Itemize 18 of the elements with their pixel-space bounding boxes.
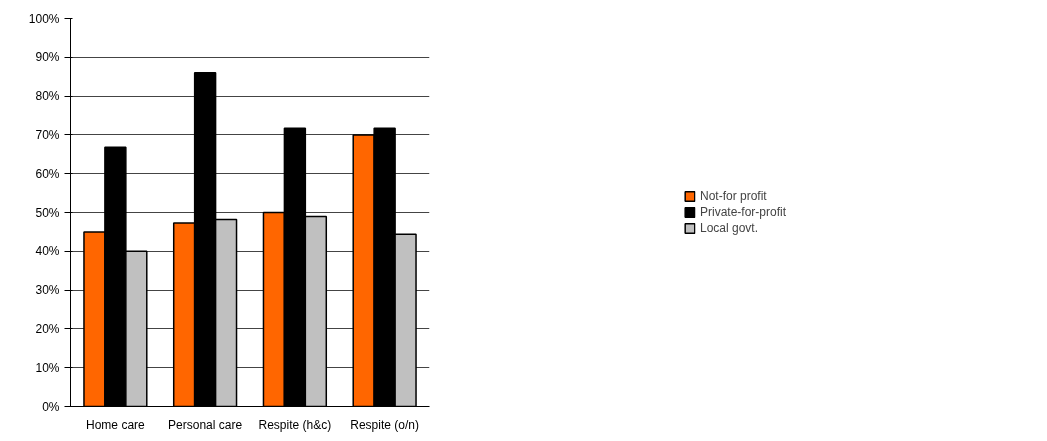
legend-label: Local govt. bbox=[699, 221, 759, 235]
y-tick-label: 30% bbox=[35, 283, 60, 298]
y-tick-label: 70% bbox=[35, 127, 60, 142]
y-tick-label: 50% bbox=[35, 205, 60, 220]
y-tick-label: 20% bbox=[35, 321, 60, 336]
y-tick-label: 60% bbox=[35, 166, 60, 181]
y-tick-label: 10% bbox=[35, 360, 60, 375]
legend-label: Private-for-profit bbox=[699, 205, 787, 219]
y-tick-label: 80% bbox=[35, 89, 60, 104]
x-tick-label: Home care bbox=[86, 417, 146, 432]
x-tick-label: Personal care bbox=[168, 417, 243, 432]
x-tick-label: Respite (h&c) bbox=[258, 417, 332, 432]
y-tick-label: 40% bbox=[35, 244, 60, 259]
y-tick-label: 0% bbox=[42, 399, 60, 414]
legend-label: Not-for profit bbox=[699, 189, 767, 203]
x-tick-label: Respite (o/n) bbox=[350, 417, 419, 432]
y-tick-label: 100% bbox=[28, 11, 60, 26]
y-tick-label: 90% bbox=[35, 50, 60, 65]
